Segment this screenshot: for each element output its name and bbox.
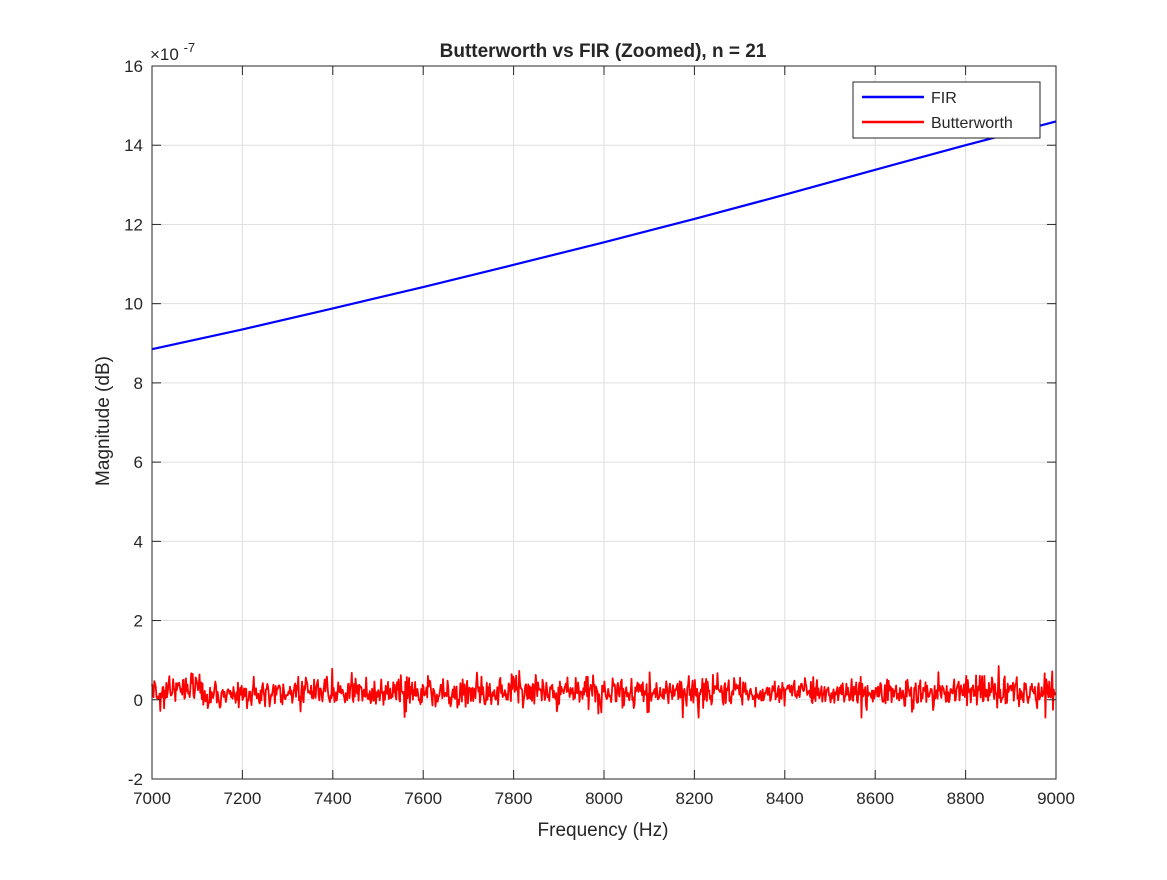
x-tick-label: 8800 (947, 789, 985, 808)
y-axis-exponent-base: ×10 (150, 45, 179, 64)
x-tick-label: 8400 (766, 789, 804, 808)
x-tick-label: 7200 (223, 789, 261, 808)
x-tick-label: 8000 (585, 789, 623, 808)
x-tick-label: 7600 (404, 789, 442, 808)
y-tick-label: 0 (134, 691, 143, 710)
y-tick-label: 8 (134, 374, 143, 393)
ticks: 7000 7200 7400 7600 7800 8000 8200 8400 8600 8800… (124, 57, 1075, 808)
x-axis-label: Frequency (Hz) (538, 820, 669, 841)
y-tick-label: 2 (134, 612, 143, 631)
y-tick-label: 6 (134, 453, 143, 472)
y-tick-label: 16 (124, 57, 143, 76)
y-axis-exponent: ×10 -7 (150, 40, 195, 64)
y-tick-label: 10 (124, 295, 143, 314)
y-axis-exponent-power: -7 (184, 40, 196, 55)
y-tick-label: 14 (124, 136, 143, 155)
legend: FIR Butterworth (852, 81, 1041, 139)
y-tick-label: 12 (124, 215, 143, 234)
x-tick-label: 7800 (495, 789, 533, 808)
legend-label-butterworth: Butterworth (931, 115, 1013, 132)
x-tick-label: 8200 (675, 789, 713, 808)
y-axis-label: Magnitude (dB) (93, 356, 114, 486)
x-tick-label: 7400 (314, 789, 352, 808)
y-tick-label: 4 (134, 532, 143, 551)
series-line-fir (151, 120, 1057, 351)
x-tick-label: 9000 (1037, 789, 1075, 808)
series-line-butterworth (151, 665, 1057, 719)
x-tick-label: 8600 (856, 789, 894, 808)
legend-box (852, 81, 1041, 139)
legend-label-fir: FIR (931, 90, 957, 107)
y-tick-label: -2 (128, 770, 143, 789)
chart-title: Butterworth vs FIR (Zoomed), n = 21 (440, 41, 767, 62)
x-tick-label: 7000 (133, 789, 171, 808)
series-layer (151, 120, 1057, 719)
